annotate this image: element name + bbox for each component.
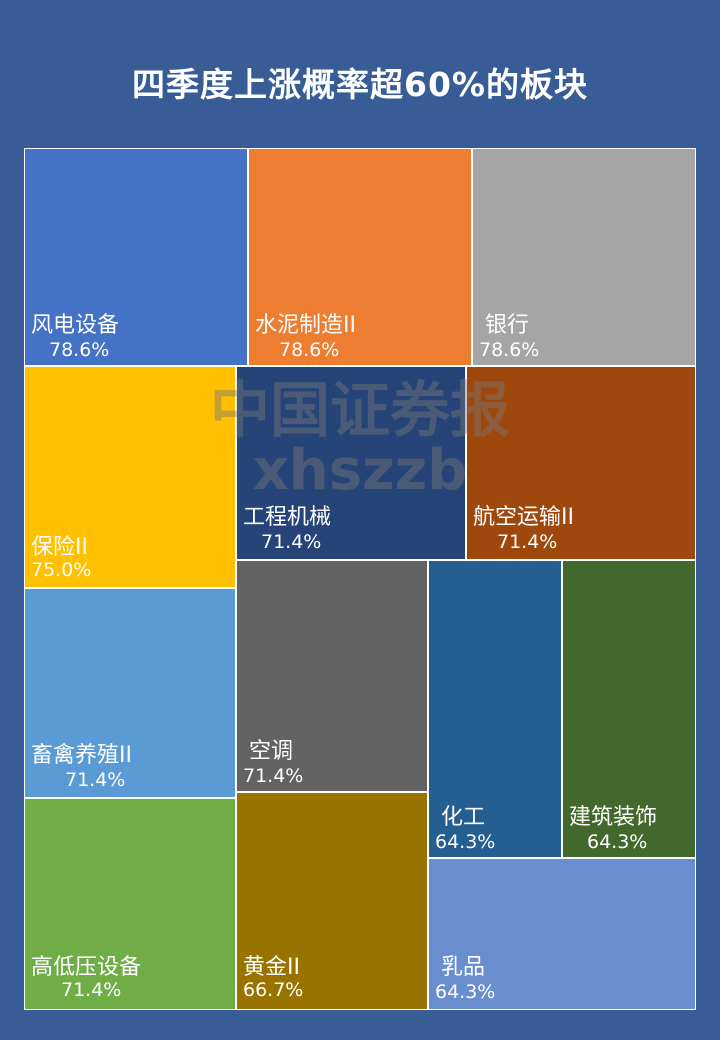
treemap-tile: 畜禽养殖II 71.4% xyxy=(25,589,235,797)
tile-name: 化工 xyxy=(441,805,486,830)
tile-name: 保险II xyxy=(31,535,88,560)
tile-name: 水泥制造II xyxy=(255,313,356,338)
tile-value: 78.6% xyxy=(279,339,340,361)
tile-name: 风电设备 xyxy=(31,313,120,338)
tile-value: 78.6% xyxy=(49,339,110,361)
treemap-tile: 银行 78.6% xyxy=(473,149,695,365)
tile-name: 高低压设备 xyxy=(31,955,142,980)
treemap-tile: 高低压设备 71.4% xyxy=(25,799,235,1009)
tile-value: 66.7% xyxy=(243,979,304,1001)
tile-value: 78.6% xyxy=(479,339,540,361)
tile-name: 乳品 xyxy=(441,955,486,980)
tile-value: 71.4% xyxy=(497,531,558,553)
treemap-tile: 工程机械 71.4% xyxy=(237,367,465,559)
tile-value: 71.4% xyxy=(65,769,126,791)
treemap: 风电设备 78.6% 水泥制造II 78.6% 银行 78.6% 保险II 75.0% 工程机械… xyxy=(24,148,696,1010)
tile-value: 64.3% xyxy=(587,831,648,853)
tile-value: 71.4% xyxy=(61,979,122,1001)
tile-value: 75.0% xyxy=(31,559,92,581)
tile-value: 64.3% xyxy=(435,981,496,1003)
treemap-tile: 航空运输II 71.4% xyxy=(467,367,695,559)
treemap-tile: 建筑装饰 64.3% xyxy=(563,561,695,857)
tile-value: 71.4% xyxy=(261,531,322,553)
treemap-tile: 空调 71.4% xyxy=(237,561,427,791)
chart-title: 四季度上涨概率超60%的板块 xyxy=(132,65,588,104)
treemap-tile: 水泥制造II 78.6% xyxy=(249,149,471,365)
tile-name: 银行 xyxy=(485,313,530,338)
treemap-tile: 保险II 75.0% xyxy=(25,367,235,587)
treemap-tile: 乳品 64.3% xyxy=(429,859,695,1009)
tile-value: 64.3% xyxy=(435,831,496,853)
tile-name: 空调 xyxy=(249,739,294,764)
treemap-tile: 化工 64.3% xyxy=(429,561,561,857)
tile-name: 建筑装饰 xyxy=(569,805,658,830)
tile-name: 航空运输II xyxy=(473,505,574,530)
tile-name: 畜禽养殖II xyxy=(31,743,132,768)
tile-value: 71.4% xyxy=(243,765,304,787)
treemap-tile: 黄金II 66.7% xyxy=(237,793,427,1009)
tile-name: 黄金II xyxy=(243,955,300,980)
tile-name: 工程机械 xyxy=(243,505,332,530)
treemap-tile: 风电设备 78.6% xyxy=(25,149,247,365)
